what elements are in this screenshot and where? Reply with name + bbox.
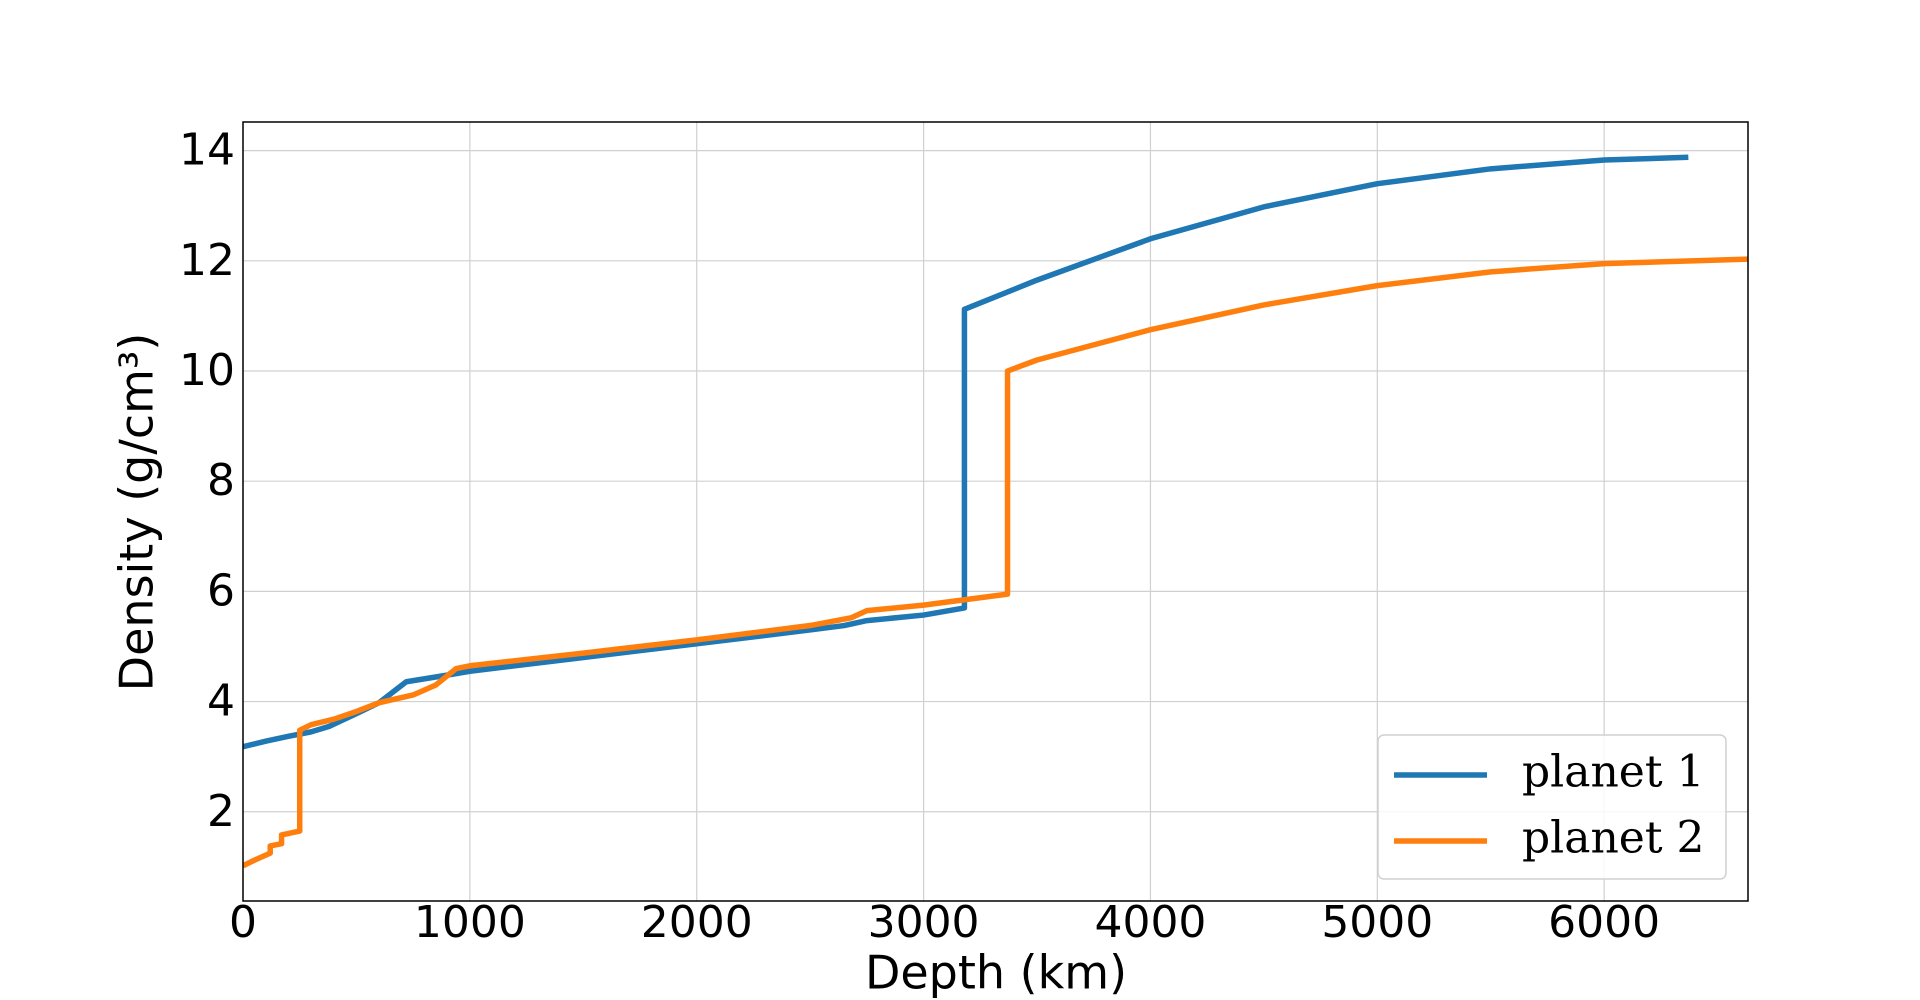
x-tick-label: 3000 xyxy=(868,897,980,948)
y-axis-label: Density (g/cm³) xyxy=(110,333,164,692)
x-tick-label: 4000 xyxy=(1094,897,1206,948)
plot-frame xyxy=(242,121,1749,902)
y-tick-label: 8 xyxy=(207,455,235,506)
y-tick-label: 12 xyxy=(179,235,235,286)
y-tick-label: 6 xyxy=(207,565,235,616)
x-tick-label: 0 xyxy=(229,897,257,948)
x-tick-label: 1000 xyxy=(414,897,526,948)
legend-label: planet 1 xyxy=(1522,747,1705,798)
legend-label: planet 2 xyxy=(1522,813,1705,864)
x-tick-label: 6000 xyxy=(1548,897,1660,948)
y-tick-label: 10 xyxy=(179,345,235,396)
x-tick-label: 5000 xyxy=(1321,897,1433,948)
data-line xyxy=(243,154,1689,750)
y-tick-label: 14 xyxy=(179,125,235,176)
data-line xyxy=(243,256,1748,869)
x-axis-label: Depth (km) xyxy=(865,946,1127,1000)
y-tick-label: 4 xyxy=(207,676,235,727)
y-tick-label: 2 xyxy=(207,786,235,837)
x-tick-label: 2000 xyxy=(641,897,753,948)
